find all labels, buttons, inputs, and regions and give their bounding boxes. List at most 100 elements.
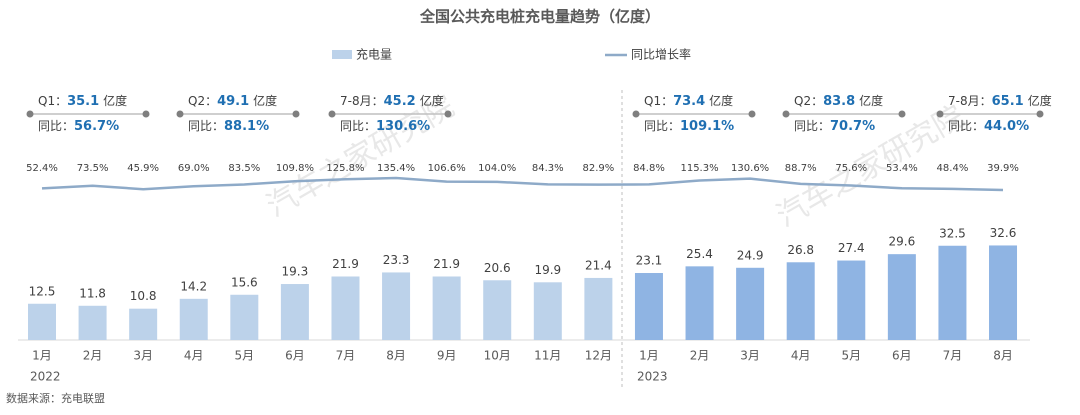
bar-label: 27.4 [838, 241, 865, 255]
annotation-text: 同比：130.6% [340, 119, 430, 134]
annotation-unit: 亿度 [253, 93, 277, 108]
x-tick-label: 12月 [585, 349, 612, 363]
bar [483, 280, 512, 340]
line [41, 176, 1004, 192]
bar [533, 282, 562, 340]
annotation-period: Q2： [794, 94, 823, 108]
annotation-yoy-label: 同比： [340, 119, 376, 133]
x-tick-label: 5月 [841, 349, 861, 363]
bar [685, 266, 714, 340]
bar [887, 254, 916, 340]
bar-label: 24.9 [737, 248, 764, 262]
x-tick-label: 8月 [386, 349, 406, 363]
annotation-yoy: 70.7% [830, 119, 875, 134]
annotation-dot [1036, 110, 1044, 118]
bar-label: 29.6 [889, 235, 916, 249]
annotation-text: 7-8月：45.2 亿度 [340, 93, 444, 109]
annotation-dot [898, 110, 906, 118]
line-label: 52.4% [26, 163, 58, 174]
bar [78, 305, 107, 340]
line-label: 75.6% [835, 163, 867, 174]
x-tick-label: 2月 [690, 349, 710, 363]
bar-label: 12.5 [29, 284, 56, 298]
annotation-value: 49.1 [217, 94, 249, 109]
source: 数据来源：充电联盟 [6, 391, 105, 405]
annotation-yoy: 56.7% [74, 119, 119, 134]
annotation-yoy: 44.0% [984, 119, 1029, 134]
bar-label: 32.6 [990, 226, 1017, 240]
annotation-yoy-label: 同比： [948, 119, 984, 133]
line-label: 48.4% [937, 163, 969, 174]
x-tick-label: 9月 [437, 349, 457, 363]
line-label: 45.9% [127, 163, 159, 174]
annotation-unit: 亿度 [859, 93, 883, 108]
line-label: 73.5% [77, 163, 109, 174]
annotation-text: 同比：109.1% [644, 119, 734, 134]
annotation-text: Q1：35.1 亿度 [38, 93, 127, 109]
annotation-dot [444, 110, 452, 118]
x-tick-label: 6月 [285, 349, 305, 363]
annotation-period: Q1： [38, 94, 67, 108]
annotation-dot [782, 110, 790, 118]
annotation-text: Q2：83.8 亿度 [794, 93, 883, 109]
bar-label: 21.4 [585, 258, 612, 272]
bar-label: 21.9 [433, 257, 460, 271]
bar [634, 273, 663, 340]
line-label: 39.9% [987, 163, 1019, 174]
annotation-yoy-label: 同比： [794, 119, 830, 133]
bar [179, 298, 208, 340]
annotation-dot [26, 110, 34, 118]
bar-label: 25.4 [686, 247, 713, 261]
bar-label: 19.9 [534, 263, 561, 277]
annotation-text: 同比：56.7% [38, 119, 119, 134]
legend-label: 充电量 [356, 47, 392, 62]
line-label: 115.3% [680, 163, 718, 174]
legend-swatch [332, 50, 352, 59]
bar [280, 284, 309, 340]
bar-label: 26.8 [787, 243, 814, 257]
line-label: 125.8% [326, 163, 364, 174]
bar-label: 15.6 [231, 275, 258, 289]
annotation-value: 73.4 [673, 94, 705, 109]
line-label: 83.5% [228, 163, 260, 174]
annotation-text: Q2：49.1 亿度 [188, 93, 277, 109]
bar-label: 23.1 [636, 254, 663, 268]
annotation-dot [142, 110, 150, 118]
annotation-yoy: 88.1% [224, 119, 269, 134]
bar-label: 20.6 [484, 261, 511, 275]
year-label: 2022 [30, 370, 61, 384]
annotation-text: Q1：73.4 亿度 [644, 93, 733, 109]
bar-label: 19.3 [282, 265, 309, 279]
x-tick-label: 3月 [133, 349, 153, 363]
line-label: 69.0% [178, 163, 210, 174]
bar [129, 308, 158, 340]
bar [736, 267, 765, 340]
x-tick-label: 11月 [534, 349, 561, 363]
bar [989, 245, 1018, 340]
line-label: 84.3% [532, 163, 564, 174]
annotation-dot [176, 110, 184, 118]
bar-label: 32.5 [939, 226, 966, 240]
line-label: 53.4% [886, 163, 918, 174]
x-tick-label: 7月 [943, 349, 963, 363]
x-tick-label: 4月 [184, 349, 204, 363]
x-tick-label: 1月 [32, 349, 52, 363]
annotation-dot [632, 110, 640, 118]
annotation-yoy: 109.1% [680, 119, 734, 134]
bar-label: 11.8 [79, 286, 106, 300]
bar [230, 294, 259, 340]
annotation-unit: 亿度 [103, 93, 127, 108]
annotation-period: Q1： [644, 94, 673, 108]
line-label: 130.6% [731, 163, 769, 174]
annotation-yoy-label: 同比： [38, 119, 74, 133]
annotation-period: Q2： [188, 94, 217, 108]
annotation-unit: 亿度 [709, 93, 733, 108]
bar [432, 276, 461, 340]
annotation-unit: 亿度 [420, 93, 444, 108]
bar-label: 23.3 [383, 253, 410, 267]
bar [382, 272, 411, 340]
year-label: 2023 [637, 370, 668, 384]
x-tick-label: 1月 [639, 349, 659, 363]
x-tick-label: 5月 [234, 349, 254, 363]
